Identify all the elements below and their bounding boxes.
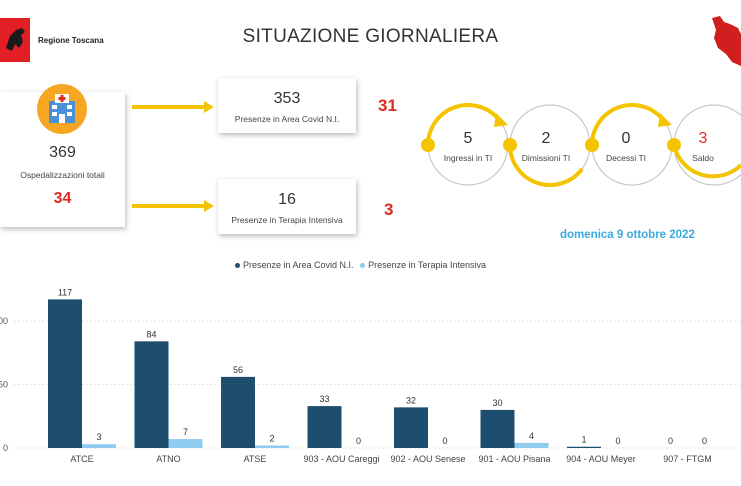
bar-value-label: 56 — [233, 365, 243, 375]
x-category-label: 902 - AOU Senese — [390, 454, 465, 464]
x-category-label: 904 - AOU Meyer — [566, 454, 636, 464]
area-covid-delta: 31 — [378, 96, 397, 115]
bar-value-label: 0 — [442, 436, 447, 446]
x-category-label: 903 - AOU Careggi — [303, 454, 379, 464]
bar-value-label: 0 — [615, 436, 620, 446]
bar-value-label: 0 — [668, 436, 673, 446]
bar-value-label: 0 — [702, 436, 707, 446]
x-category-label: ATNO — [156, 454, 180, 464]
hospital-icon — [37, 84, 87, 134]
x-category-label: 901 - AOU Pisana — [478, 454, 550, 464]
x-category-label: ATSE — [244, 454, 267, 464]
x-category-label: 907 - FTGM — [663, 454, 712, 464]
bar-area-covid[interactable] — [567, 446, 601, 448]
bar-terapia-intensiva[interactable] — [82, 444, 116, 448]
bar-area-covid[interactable] — [134, 341, 169, 448]
intensive-care-value: 16 — [278, 191, 296, 208]
bar-terapia-intensiva[interactable] — [168, 439, 203, 448]
legend-label-area-covid: Presenze in Area Covid N.I. — [243, 260, 354, 270]
intensive-care-label: Presenze in Terapia Intensiva — [231, 215, 343, 225]
connector-arrows — [132, 101, 214, 212]
bar-value-label: 84 — [146, 329, 156, 339]
bar-terapia-intensiva[interactable] — [255, 445, 289, 448]
bar-area-covid[interactable] — [394, 407, 428, 448]
horse-logo-icon — [6, 28, 25, 51]
bar-value-label: 30 — [492, 398, 502, 408]
flow-value-decessi: 0 — [622, 130, 631, 147]
bar-area-covid[interactable] — [307, 406, 342, 448]
chart-legend: Presenze in Area Covid N.I. Presenze in … — [235, 260, 486, 270]
flow-value-ingressi: 5 — [464, 130, 473, 147]
intensive-care-card: 16 Presenze in Terapia Intensiva — [218, 179, 356, 234]
flow-label-saldo: Saldo — [692, 153, 714, 163]
ti-flow-diagram: 5 Ingressi in TI 2 Dimissioni TI 0 Deces… — [421, 103, 741, 187]
legend-label-terapia-intensiva: Presenze in Terapia Intensiva — [368, 260, 486, 270]
area-covid-label: Presenze in Area Covid N.I. — [234, 114, 340, 124]
flow-label-dimissioni: Dimissioni TI — [522, 153, 571, 163]
total-hospitalizations-delta: 34 — [53, 190, 72, 207]
logo-text: Regione Toscana — [38, 36, 104, 45]
bar-terapia-intensiva[interactable] — [514, 442, 549, 448]
flow-label-decessi: Decessi TI — [606, 153, 646, 163]
bar-area-covid[interactable] — [480, 409, 515, 448]
legend-dot-area-covid — [235, 263, 240, 269]
flow-value-saldo: 3 — [699, 130, 708, 147]
regione-toscana-logo — [0, 18, 30, 62]
area-covid-value: 353 — [273, 90, 301, 107]
area-covid-card: 353 Presenze in Area Covid N.I. — [218, 78, 356, 133]
bar-value-label: 33 — [319, 394, 329, 404]
tuscany-map-icon — [712, 16, 741, 66]
bar-area-covid[interactable] — [48, 299, 82, 448]
x-category-label: ATCE — [70, 454, 93, 464]
bar-value-label: 1 — [581, 435, 586, 445]
total-hospitalizations-value: 369 — [49, 144, 76, 161]
bar-value-label: 0 — [356, 436, 361, 446]
intensive-care-delta: 3 — [384, 200, 394, 219]
y-tick-label: 100 — [0, 316, 8, 326]
bar-value-label: 117 — [58, 287, 72, 297]
y-tick-label: 0 — [3, 443, 8, 453]
page-title: SITUAZIONE GIORNALIERA — [242, 26, 499, 47]
total-hospitalizations-label: Ospedalizzazioni totali — [20, 170, 105, 180]
flow-label-ingressi: Ingressi in TI — [444, 153, 493, 163]
hospitalizations-card: 369 Ospedalizzazioni totali 34 — [0, 84, 125, 227]
y-tick-label: 50 — [0, 380, 8, 390]
bar-value-label: 32 — [406, 395, 416, 405]
bar-area-covid[interactable] — [221, 376, 255, 448]
report-date: domenica 9 ottobre 2022 — [560, 229, 695, 241]
bar-value-label: 7 — [183, 427, 188, 437]
bar-value-label: 4 — [529, 431, 534, 441]
flow-value-dimissioni: 2 — [542, 130, 551, 147]
bar-value-label: 2 — [269, 433, 274, 443]
bar-chart: 1005001173ATCE847ATNO562ATSE330903 - AOU… — [0, 287, 741, 464]
legend-dot-terapia-intensiva — [360, 263, 366, 269]
bar-value-label: 3 — [96, 432, 101, 442]
